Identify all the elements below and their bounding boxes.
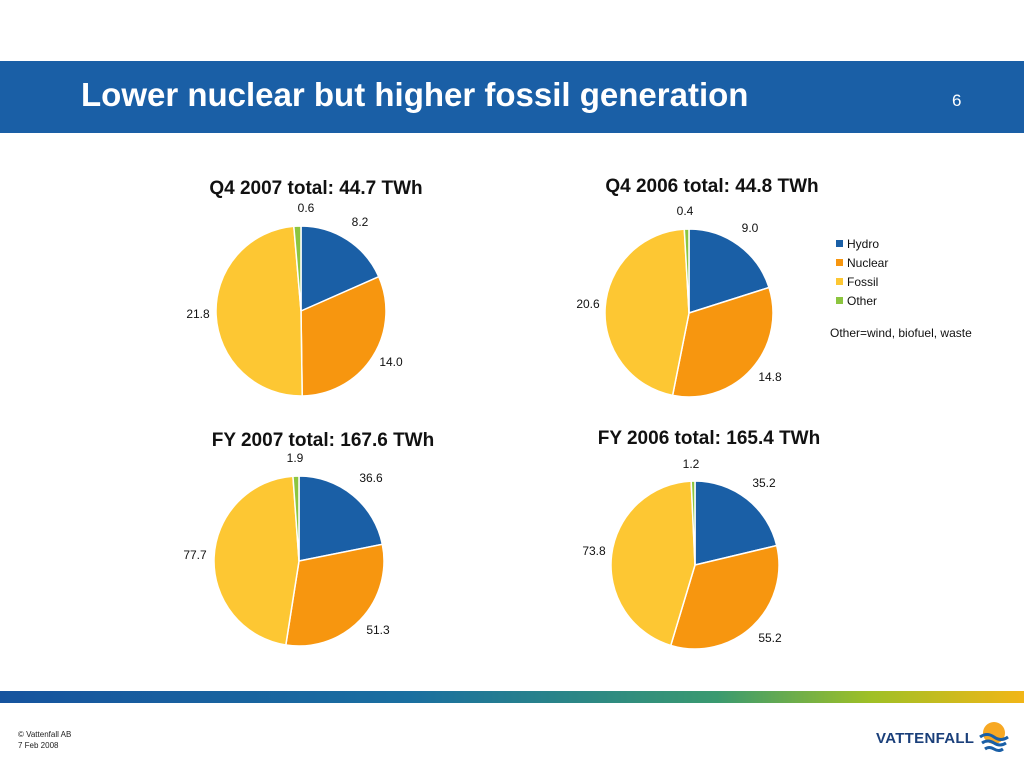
legend: Hydro Nuclear Fossil Other: [836, 234, 888, 310]
pie-slice-fossil: [213, 475, 300, 646]
pie-slice-nuclear: [671, 286, 774, 398]
data-label-fossil: 21.8: [186, 307, 210, 321]
legend-swatch-fossil: [836, 278, 843, 285]
pie-chart-q4-2006: [604, 228, 774, 398]
legend-item-nuclear: Nuclear: [836, 253, 888, 272]
data-label-hydro: 35.2: [752, 476, 776, 490]
chart-title-fy-2006: FY 2006 total: 165.4 TWh: [597, 428, 821, 449]
legend-swatch-hydro: [836, 240, 843, 247]
pie-slice-nuclear: [284, 543, 385, 647]
slide-title: Lower nuclear but higher fossil generati…: [81, 76, 749, 113]
sun-wave-icon: [979, 722, 1009, 752]
legend-label-nuclear: Nuclear: [847, 255, 889, 270]
logo-text: VATTENFALL: [876, 730, 975, 747]
pie-slice-hydro: [694, 480, 778, 566]
pie-chart-fy-2007: [213, 475, 385, 647]
data-label-other: 1.2: [683, 457, 700, 471]
chart-title-q4-2006: Q4 2006 total: 44.8 TWh: [605, 176, 819, 197]
footer-copyright: © Vattenfall AB: [18, 730, 72, 739]
data-label-nuclear: 51.3: [366, 623, 390, 637]
legend-item-other: Other: [836, 291, 888, 310]
title-bar: [0, 61, 1024, 133]
pie-chart-fy-2006: [610, 480, 780, 650]
pie-slice-other: [293, 225, 302, 312]
data-label-hydro: 8.2: [352, 215, 369, 229]
pie-slice-other: [292, 475, 300, 562]
chart-title-fy-2007: FY 2007 total: 167.6 TWh: [211, 430, 435, 451]
pie-slice-nuclear: [669, 544, 780, 650]
legend-note: Other=wind, biofuel, waste: [830, 326, 972, 340]
data-label-fossil: 73.8: [582, 544, 606, 558]
legend-label-fossil: Fossil: [847, 274, 879, 289]
pie-slice-other: [683, 228, 690, 314]
pie-slice-fossil: [604, 228, 690, 397]
data-label-hydro: 36.6: [359, 471, 383, 485]
pie-slice-nuclear: [300, 275, 387, 397]
pie-slice-hydro: [300, 225, 380, 313]
legend-label-hydro: Hydro: [847, 236, 880, 251]
vattenfall-logo: VATTENFALL: [876, 718, 1011, 754]
data-label-other: 0.4: [677, 204, 694, 218]
legend-swatch-nuclear: [836, 259, 843, 266]
data-label-fossil: 20.6: [576, 297, 600, 311]
footer-gradient-bar: [0, 691, 1024, 703]
slide-number: 6: [952, 91, 962, 110]
pie-chart-q4-2007: [215, 225, 387, 397]
legend-item-hydro: Hydro: [836, 234, 888, 253]
footer-date: 7 Feb 2008: [18, 741, 59, 750]
data-label-hydro: 9.0: [742, 221, 759, 235]
data-label-nuclear: 55.2: [758, 631, 782, 645]
data-label-nuclear: 14.0: [379, 355, 403, 369]
data-label-fossil: 77.7: [183, 548, 207, 562]
data-label-nuclear: 14.8: [758, 370, 782, 384]
chart-title-q4-2007: Q4 2007 total: 44.7 TWh: [209, 178, 423, 199]
data-label-other: 1.9: [287, 451, 304, 465]
data-label-other: 0.6: [298, 201, 315, 215]
pie-slice-fossil: [610, 480, 696, 647]
legend-swatch-other: [836, 297, 843, 304]
legend-item-fossil: Fossil: [836, 272, 888, 291]
pie-slice-fossil: [215, 225, 303, 397]
pie-slice-other: [690, 480, 696, 566]
pie-slice-hydro: [298, 475, 384, 562]
legend-label-other: Other: [847, 293, 878, 308]
pie-slice-hydro: [688, 228, 770, 315]
